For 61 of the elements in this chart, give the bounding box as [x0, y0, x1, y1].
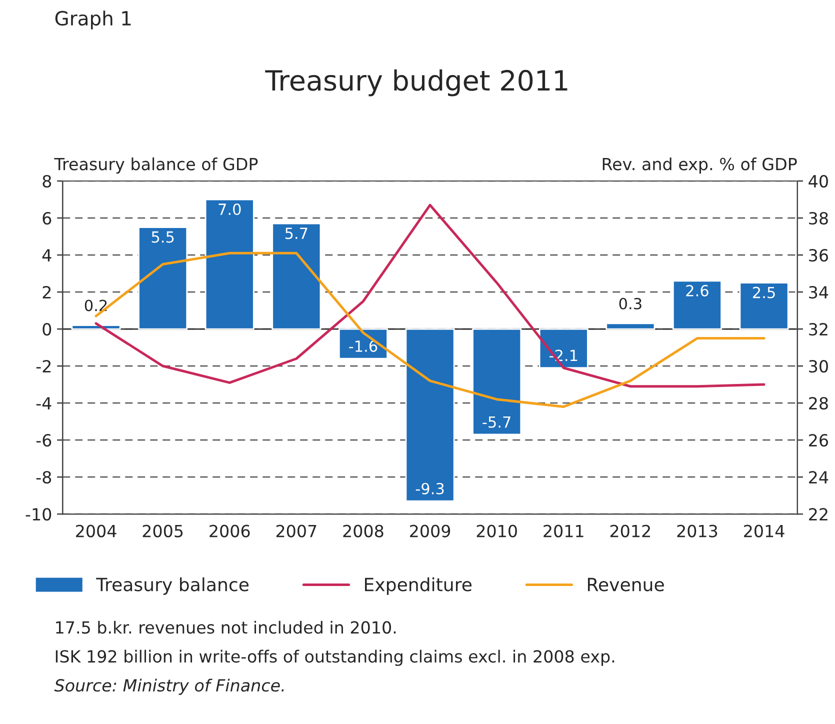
x-tick-label: 2005 — [142, 524, 183, 538]
y-tick-label: -10 — [26, 508, 52, 521]
y-tick-label: -4 — [36, 397, 52, 410]
y-tick-label: 6 — [42, 212, 52, 225]
data-label: 7.0 — [218, 203, 241, 216]
bar — [272, 222, 322, 330]
bar — [204, 198, 254, 330]
y2-axis-title: Rev. and exp. % of GDP — [602, 157, 797, 174]
y-tick-label: 8 — [42, 174, 52, 188]
data-label: -9.3 — [416, 482, 444, 494]
data-label: 5.7 — [285, 228, 308, 240]
data-label: -1.6 — [349, 340, 378, 352]
y2-tick-label: 22 — [809, 508, 828, 520]
y-tick-label: -8 — [36, 471, 52, 484]
y2-tick-label: 28 — [809, 396, 828, 410]
y-tick-label: -2 — [36, 360, 51, 372]
bar — [472, 328, 522, 436]
y2-tick-label: 24 — [809, 471, 828, 484]
y2-tick-label: 34 — [809, 286, 828, 299]
bar — [672, 280, 722, 330]
x-tick-label: 2012 — [610, 524, 650, 538]
y-tick-label: -6 — [36, 434, 52, 447]
x-tick-label: 2007 — [276, 524, 316, 538]
bar — [739, 282, 789, 330]
data-label: -5.7 — [482, 416, 510, 428]
x-tick-label: 2008 — [343, 524, 384, 538]
y2-tick-label: 30 — [809, 360, 828, 373]
data-label: 2.5 — [752, 286, 775, 298]
bar — [71, 324, 121, 330]
source-note: Source: Ministry of Finance. — [54, 678, 284, 695]
y-tick-label: 2 — [42, 286, 51, 298]
data-label: 5.5 — [152, 231, 174, 243]
chart-title: Treasury budget 2011 — [265, 69, 568, 96]
y2-tick-label: 38 — [809, 212, 828, 225]
bar — [338, 328, 388, 360]
y-tick-label: 4 — [42, 249, 52, 262]
x-tick-label: 2010 — [476, 524, 517, 538]
x-tick-label: 2013 — [677, 524, 718, 538]
bar — [138, 226, 188, 330]
legend-label: Treasury balance — [96, 577, 249, 595]
y2-tick-label: 32 — [809, 322, 828, 336]
x-tick-label: 2011 — [544, 524, 584, 538]
bar — [538, 328, 588, 369]
bar — [405, 328, 455, 502]
caption: Graph 1 — [55, 10, 131, 30]
legend-label: Revenue — [588, 578, 664, 592]
x-tick-label: 2006 — [210, 524, 250, 538]
legend-label: Expenditure — [365, 577, 472, 595]
x-tick-label: 2004 — [76, 524, 116, 538]
y2-tick-label: 36 — [809, 248, 828, 262]
x-tick-label: 2009 — [410, 524, 450, 538]
y-tick-label: 0 — [42, 322, 52, 336]
data-label: 2.6 — [686, 284, 708, 296]
bar — [606, 322, 656, 330]
text: ISK 192 billion in write-offs of outstanding claims excl. in 2008 exp. — [56, 650, 614, 666]
y2-tick-label: 26 — [809, 434, 828, 447]
y2-tick-label: 40 — [808, 174, 828, 188]
text: 17.5 b.kr. revenues not included in 2010. — [56, 620, 396, 634]
x-tick-label: 2014 — [744, 524, 784, 538]
data-label: 0.3 — [619, 298, 642, 310]
y-axis-title: Treasury balance of GDP — [54, 157, 258, 174]
